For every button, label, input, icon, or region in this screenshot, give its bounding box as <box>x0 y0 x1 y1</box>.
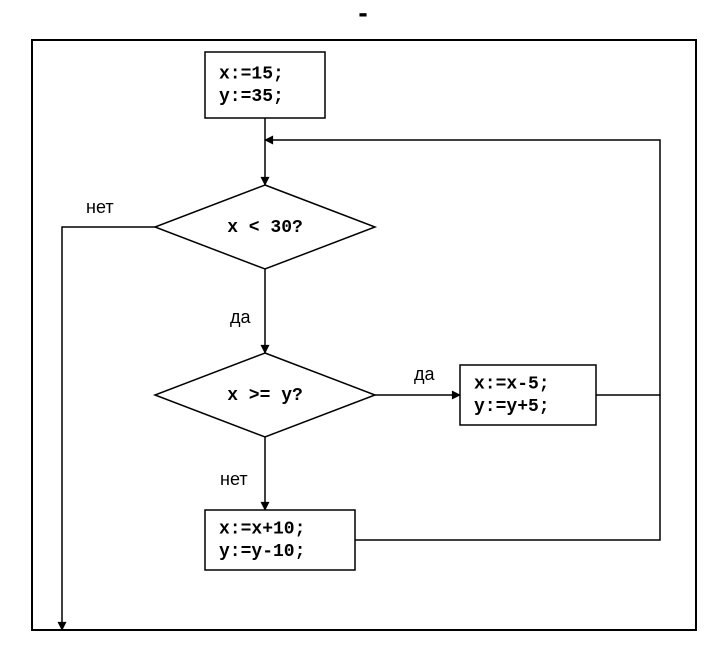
node-cond2-line-0: x >= y? <box>227 386 303 406</box>
edge-label-cond2-no-to-asgn2: нет <box>220 469 248 489</box>
node-asgn1-line-0: x:=x-5; <box>474 375 550 395</box>
edge-cond1-no-exit <box>62 227 155 630</box>
node-init-line-0: x:=15; <box>219 65 284 85</box>
node-asgn2-line-1: y:=y-10; <box>219 542 305 562</box>
top-mark: - <box>358 0 367 28</box>
node-asgn2: x:=x+10;y:=y-10; <box>205 510 355 570</box>
node-init-line-1: y:=35; <box>219 87 284 107</box>
node-cond2: x >= y? <box>155 353 375 437</box>
edge-label-cond1-no-exit: нет <box>86 197 114 217</box>
node-init: x:=15;y:=35; <box>205 52 325 118</box>
node-cond1: x < 30? <box>155 185 375 269</box>
node-asgn2-line-0: x:=x+10; <box>219 520 305 540</box>
edge-asgn1-loop-back <box>265 140 660 395</box>
node-cond1-line-0: x < 30? <box>227 218 303 238</box>
edge-label-cond1-yes-to-cond2: да <box>230 307 252 327</box>
node-asgn1-line-1: y:=y+5; <box>474 397 550 417</box>
edge-label-cond2-yes-to-asgn1: да <box>414 364 436 384</box>
diagram-frame <box>32 40 696 630</box>
node-asgn1: x:=x-5;y:=y+5; <box>460 365 596 425</box>
